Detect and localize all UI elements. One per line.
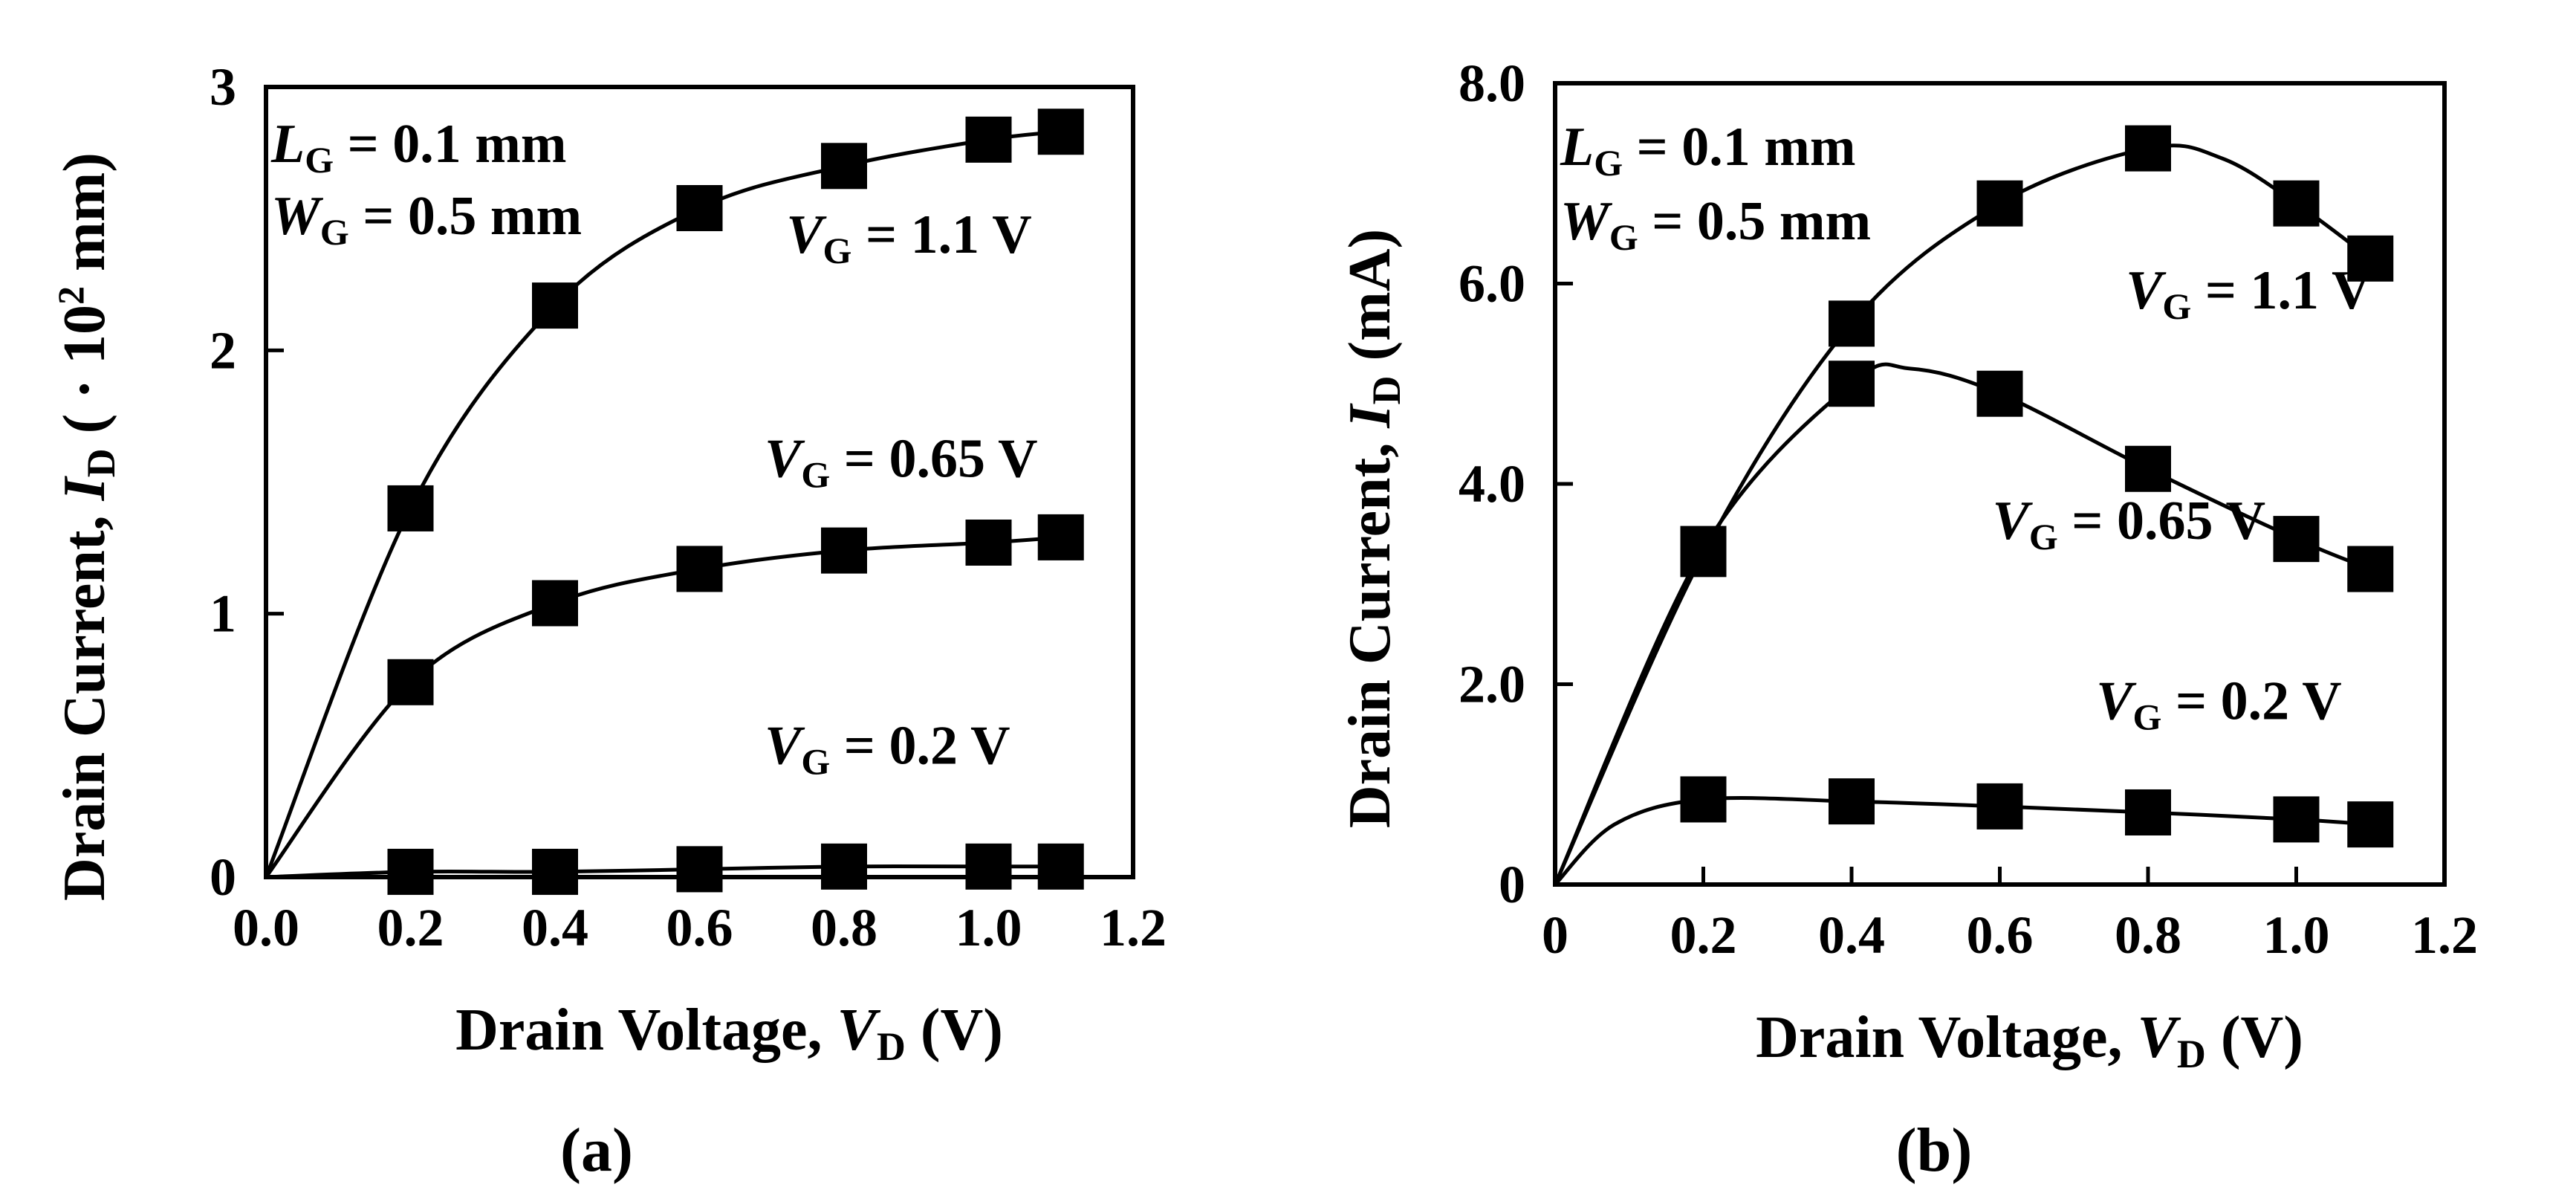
- data-point: [532, 580, 578, 627]
- x-tick-label: 0.4: [522, 898, 588, 957]
- panel-caption: (b): [1896, 1116, 1973, 1185]
- y-tick-label: 3: [210, 57, 236, 117]
- data-point: [1037, 514, 1084, 560]
- data-point: [821, 527, 867, 574]
- x-axis-label: Drain Voltage, VD (V): [1756, 1005, 2303, 1076]
- data-point: [2347, 546, 2394, 592]
- x-tick-label: 0.2: [1670, 905, 1737, 965]
- data-point: [1680, 526, 1727, 572]
- x-tick-label: 1.0: [956, 898, 1022, 957]
- series-line: [1553, 362, 2372, 886]
- y-tick-label: 2.0: [1459, 655, 1525, 714]
- series-line: [1553, 143, 2372, 886]
- series-line: [1554, 795, 2371, 886]
- data-point: [965, 843, 1012, 890]
- data-point: [965, 116, 1012, 163]
- series-label: VG = 0.65 V: [765, 428, 1038, 495]
- x-tick-label: 0.4: [1818, 905, 1885, 965]
- x-tick-label: 1.0: [2263, 905, 2330, 965]
- y-tick-label: 6.0: [1459, 254, 1525, 314]
- data-point: [2125, 789, 2171, 835]
- y-axis-label: Drain Current, ID ( · 102 mm): [50, 152, 123, 901]
- x-tick-label: 0.0: [233, 898, 299, 957]
- data-point: [1829, 361, 1875, 407]
- data-point: [1680, 776, 1727, 823]
- data-point: [387, 659, 434, 705]
- x-tick-label: 0.2: [377, 898, 444, 957]
- data-point: [676, 846, 723, 893]
- data-point: [1037, 843, 1084, 890]
- x-axis-label: Drain Voltage, VD (V): [455, 998, 1003, 1069]
- data-point: [532, 282, 578, 329]
- x-tick-label: 0.8: [2115, 905, 2181, 965]
- x-tick-label: 1.2: [1100, 898, 1167, 957]
- series-label: VG = 1.1 V: [2126, 260, 2372, 327]
- data-point: [532, 848, 578, 895]
- data-point: [1829, 300, 1875, 347]
- param-annotation: LG = 0.1 mm: [1560, 117, 1856, 184]
- data-point: [2273, 180, 2320, 227]
- param-annotation: WG = 0.5 mm: [1560, 191, 1871, 258]
- data-point: [676, 546, 723, 592]
- series-1: VG = 1.1 V: [264, 109, 1084, 878]
- y-tick-label: 4.0: [1459, 454, 1525, 514]
- y-tick-label: 0: [210, 847, 236, 907]
- data-point: [821, 143, 867, 190]
- chart-panel-a: 0.0 0.2 0.4 0.6 0.8 1.0 1.2 0 1 2 3 Drain Voltage, …: [50, 57, 1167, 1185]
- panel-caption: (a): [560, 1116, 633, 1185]
- series-2: VG = 0.65 V: [264, 428, 1084, 879]
- series-label: VG = 1.1 V: [786, 204, 1032, 271]
- y-axis-label: Drain Current, ID (mA): [1337, 229, 1409, 828]
- x-tick-label: 0: [1542, 905, 1568, 965]
- series-3: VG = 0.2 V: [1554, 671, 2394, 886]
- data-point: [965, 519, 1012, 566]
- param-annotation: WG = 0.5 mm: [271, 186, 582, 253]
- data-point: [2125, 445, 2171, 492]
- data-point: [2347, 235, 2394, 282]
- chart-panel-b: 0 0.2 0.4 0.6 0.8 1.0 1.2 0 2.0 4.0 6.0 8.0 Drain Vo…: [1337, 54, 2478, 1185]
- series-label: VG = 0.2 V: [2096, 671, 2342, 738]
- y-tick-label: 8.0: [1459, 54, 1525, 113]
- y-tick-label: 0: [1499, 855, 1525, 914]
- y-tick-label: 2: [210, 320, 236, 380]
- y-tick-label: 1: [210, 584, 236, 644]
- data-point: [387, 485, 434, 531]
- param-annotation: LG = 0.1 mm: [270, 114, 567, 181]
- series-label: VG = 0.2 V: [765, 716, 1010, 783]
- series-1: VG = 1.1 V: [1553, 125, 2394, 886]
- data-point: [1976, 180, 2023, 227]
- series-2: VG = 0.65 V: [1553, 361, 2394, 886]
- x-tick-label: 0.6: [666, 898, 733, 957]
- data-point: [2347, 801, 2394, 848]
- data-point: [821, 843, 867, 890]
- data-point: [676, 184, 723, 231]
- x-tick-label: 0.6: [1967, 905, 2034, 965]
- series-line: [264, 129, 1062, 878]
- x-tick-label: 0.8: [811, 898, 877, 957]
- series-label: VG = 0.65 V: [1993, 491, 2266, 557]
- data-point: [2125, 125, 2171, 172]
- data-point: [1829, 778, 1875, 825]
- series-line: [264, 535, 1061, 879]
- x-tick-label: 1.2: [2411, 905, 2478, 965]
- data-point: [1976, 783, 2023, 830]
- data-point: [1976, 370, 2023, 417]
- data-point: [1037, 109, 1084, 155]
- data-point: [2273, 516, 2320, 563]
- data-point: [2273, 796, 2320, 843]
- series-3: VG = 0.2 V: [265, 716, 1084, 895]
- data-point: [387, 848, 434, 895]
